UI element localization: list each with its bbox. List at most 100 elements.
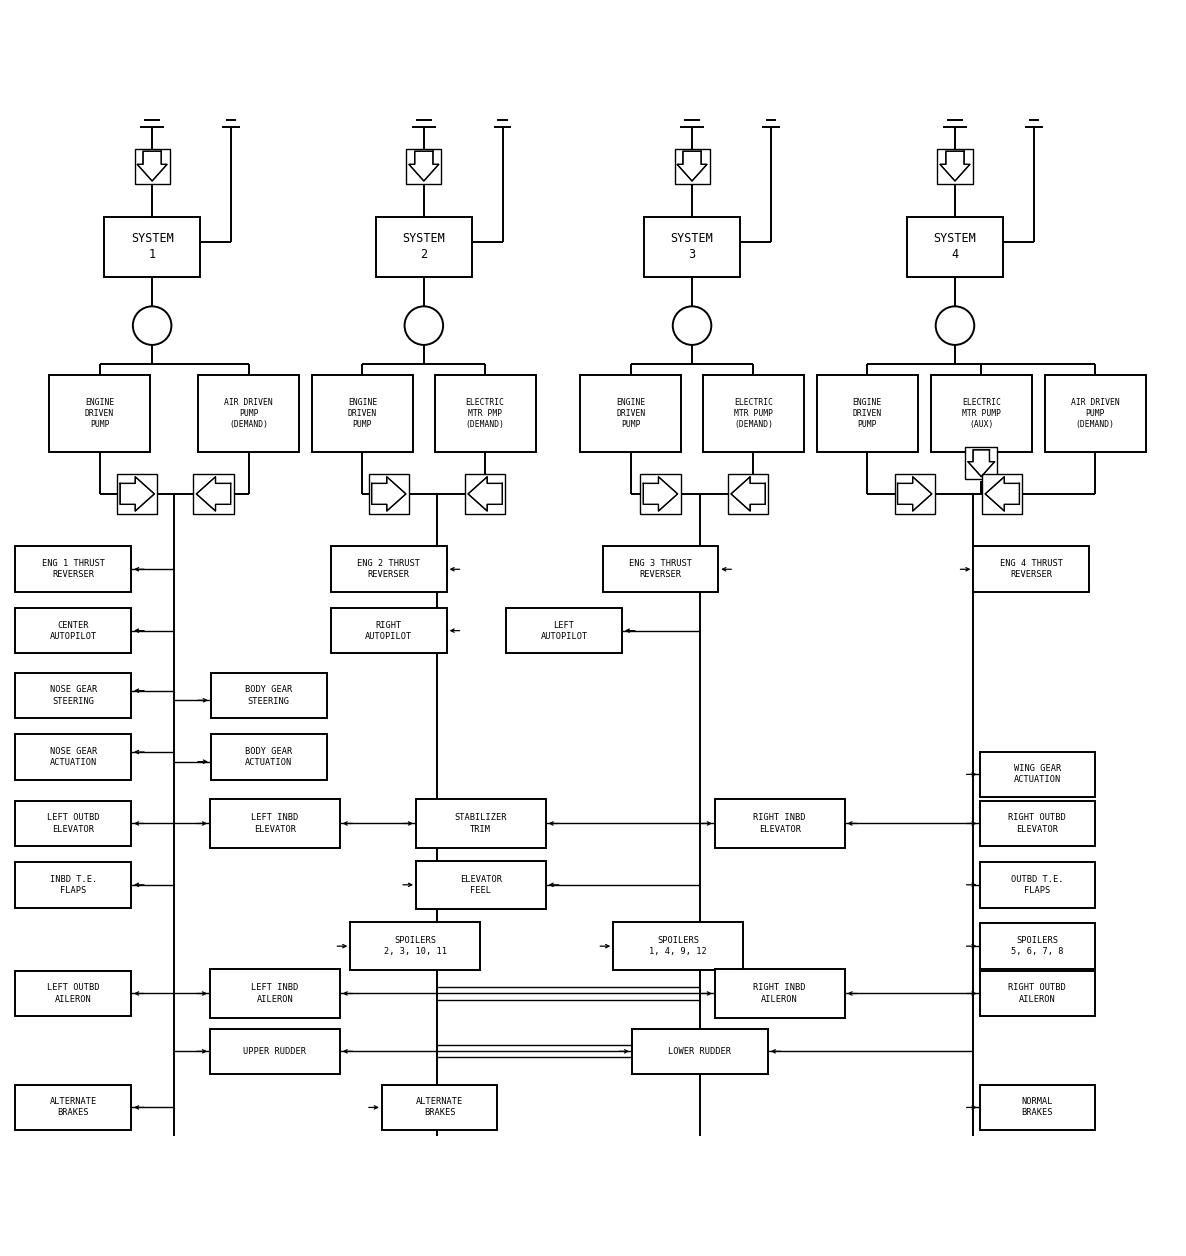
Text: NORMAL
BRAKES: NORMAL BRAKES <box>1021 1098 1053 1118</box>
Text: ENG 1 THRUST
REVERSER: ENG 1 THRUST REVERSER <box>42 559 104 579</box>
Bar <box>506 608 621 653</box>
Bar <box>210 799 339 848</box>
Text: LEFT INBD
ELEVATOR: LEFT INBD ELEVATOR <box>251 814 299 834</box>
Bar <box>632 1029 767 1074</box>
Bar <box>894 474 935 514</box>
Text: ALTERNATE
BRAKES: ALTERNATE BRAKES <box>416 1098 464 1118</box>
Text: SYSTEM
2: SYSTEM 2 <box>402 232 445 261</box>
Bar <box>331 546 447 592</box>
Text: LEFT OUTBD
ELEVATOR: LEFT OUTBD ELEVATOR <box>47 814 100 834</box>
Bar <box>580 374 681 452</box>
Bar <box>980 1085 1095 1130</box>
Text: SPOILERS
1, 4, 9, 12: SPOILERS 1, 4, 9, 12 <box>649 936 707 956</box>
Text: SYSTEM
1: SYSTEM 1 <box>130 232 173 261</box>
Text: ENGINE
DRIVEN
PUMP: ENGINE DRIVEN PUMP <box>616 398 645 428</box>
Bar <box>931 374 1032 452</box>
Text: RIGHT
AUTOPILOT: RIGHT AUTOPILOT <box>365 620 413 641</box>
Text: NOSE GEAR
ACTUATION: NOSE GEAR ACTUATION <box>50 747 97 767</box>
Text: ENGINE
DRIVEN
PUMP: ENGINE DRIVEN PUMP <box>85 398 114 428</box>
Text: ELEVATOR
FEEL: ELEVATOR FEEL <box>460 874 502 894</box>
Bar <box>640 474 681 514</box>
Text: ENGINE
DRIVEN
PUMP: ENGINE DRIVEN PUMP <box>853 398 882 428</box>
Bar <box>980 971 1095 1016</box>
Polygon shape <box>138 151 167 181</box>
Bar <box>644 217 740 276</box>
Polygon shape <box>986 477 1020 511</box>
Bar <box>117 474 158 514</box>
Bar <box>211 734 326 780</box>
Text: ENG 2 THRUST
REVERSER: ENG 2 THRUST REVERSER <box>357 559 420 579</box>
Bar <box>613 922 742 970</box>
Bar <box>937 148 973 183</box>
Text: LEFT INBD
AILERON: LEFT INBD AILERON <box>251 983 299 1004</box>
Bar <box>15 734 132 780</box>
Bar <box>907 217 1003 276</box>
Text: RIGHT INBD
AILERON: RIGHT INBD AILERON <box>753 983 806 1004</box>
Text: ALTERNATE
BRAKES: ALTERNATE BRAKES <box>50 1098 97 1118</box>
Text: BODY GEAR
STEERING: BODY GEAR STEERING <box>246 686 292 706</box>
Bar <box>675 148 709 183</box>
Bar <box>210 1029 339 1074</box>
Bar <box>331 608 447 653</box>
Text: SYSTEM
3: SYSTEM 3 <box>670 232 714 261</box>
Bar <box>15 546 132 592</box>
Bar <box>15 862 132 908</box>
Text: LOWER RUDDER: LOWER RUDDER <box>669 1046 732 1056</box>
Polygon shape <box>677 151 707 181</box>
Text: INBD T.E.
FLAPS: INBD T.E. FLAPS <box>50 874 97 894</box>
Bar <box>980 923 1095 968</box>
Text: RIGHT INBD
ELEVATOR: RIGHT INBD ELEVATOR <box>753 814 806 834</box>
Bar <box>715 799 844 848</box>
Text: ENG 3 THRUST
REVERSER: ENG 3 THRUST REVERSER <box>629 559 691 579</box>
Bar <box>376 217 472 276</box>
Bar <box>369 474 409 514</box>
Text: LEFT
AUTOPILOT: LEFT AUTOPILOT <box>541 620 588 641</box>
Bar <box>416 860 546 909</box>
Polygon shape <box>968 450 995 476</box>
Bar <box>980 800 1095 847</box>
Text: AIR DRIVEN
PUMP
(DEMAND): AIR DRIVEN PUMP (DEMAND) <box>1071 398 1120 428</box>
Polygon shape <box>371 477 406 511</box>
Bar <box>965 447 997 479</box>
Polygon shape <box>468 477 503 511</box>
Bar <box>104 217 200 276</box>
Bar <box>15 608 132 653</box>
Text: LEFT OUTBD
AILERON: LEFT OUTBD AILERON <box>47 983 100 1004</box>
Bar <box>15 800 132 847</box>
Bar <box>974 546 1089 592</box>
Text: STABILIZER
TRIM: STABILIZER TRIM <box>454 814 508 834</box>
Bar <box>193 474 234 514</box>
Text: CENTER
AUTOPILOT: CENTER AUTOPILOT <box>50 620 97 641</box>
Text: RIGHT OUTBD
ELEVATOR: RIGHT OUTBD ELEVATOR <box>1008 814 1066 834</box>
Text: ENGINE
DRIVEN
PUMP: ENGINE DRIVEN PUMP <box>347 398 377 428</box>
Bar <box>1045 374 1146 452</box>
Text: RIGHT OUTBD
AILERON: RIGHT OUTBD AILERON <box>1008 983 1066 1004</box>
Bar <box>980 862 1095 908</box>
Bar <box>382 1085 497 1130</box>
Polygon shape <box>731 477 765 511</box>
Polygon shape <box>940 151 970 181</box>
Text: ELECTRIC
MTR PUMP
(DEMAND): ELECTRIC MTR PUMP (DEMAND) <box>734 398 773 428</box>
Text: ELECTRIC
MTR PUMP
(AUX): ELECTRIC MTR PUMP (AUX) <box>962 398 1001 428</box>
Bar <box>728 474 769 514</box>
Bar <box>703 374 804 452</box>
Text: AIR DRIVEN
PUMP
(DEMAND): AIR DRIVEN PUMP (DEMAND) <box>224 398 273 428</box>
Bar <box>435 374 536 452</box>
Bar <box>210 970 339 1017</box>
Bar <box>980 751 1095 798</box>
Bar <box>817 374 918 452</box>
Text: ENG 4 THRUST
REVERSER: ENG 4 THRUST REVERSER <box>1000 559 1063 579</box>
Bar <box>465 474 505 514</box>
Text: BODY GEAR
ACTUATION: BODY GEAR ACTUATION <box>246 747 292 767</box>
Text: OUTBD T.E.
FLAPS: OUTBD T.E. FLAPS <box>1012 874 1064 894</box>
Polygon shape <box>197 477 230 511</box>
Bar <box>134 148 170 183</box>
Text: ELECTRIC
MTR PMP
(DEMAND): ELECTRIC MTR PMP (DEMAND) <box>466 398 505 428</box>
Bar <box>416 799 546 848</box>
Bar <box>15 1085 132 1130</box>
Text: SPOILERS
5, 6, 7, 8: SPOILERS 5, 6, 7, 8 <box>1012 936 1064 956</box>
Bar <box>407 148 441 183</box>
Text: SYSTEM
4: SYSTEM 4 <box>933 232 976 261</box>
Bar <box>312 374 413 452</box>
Bar <box>982 474 1022 514</box>
